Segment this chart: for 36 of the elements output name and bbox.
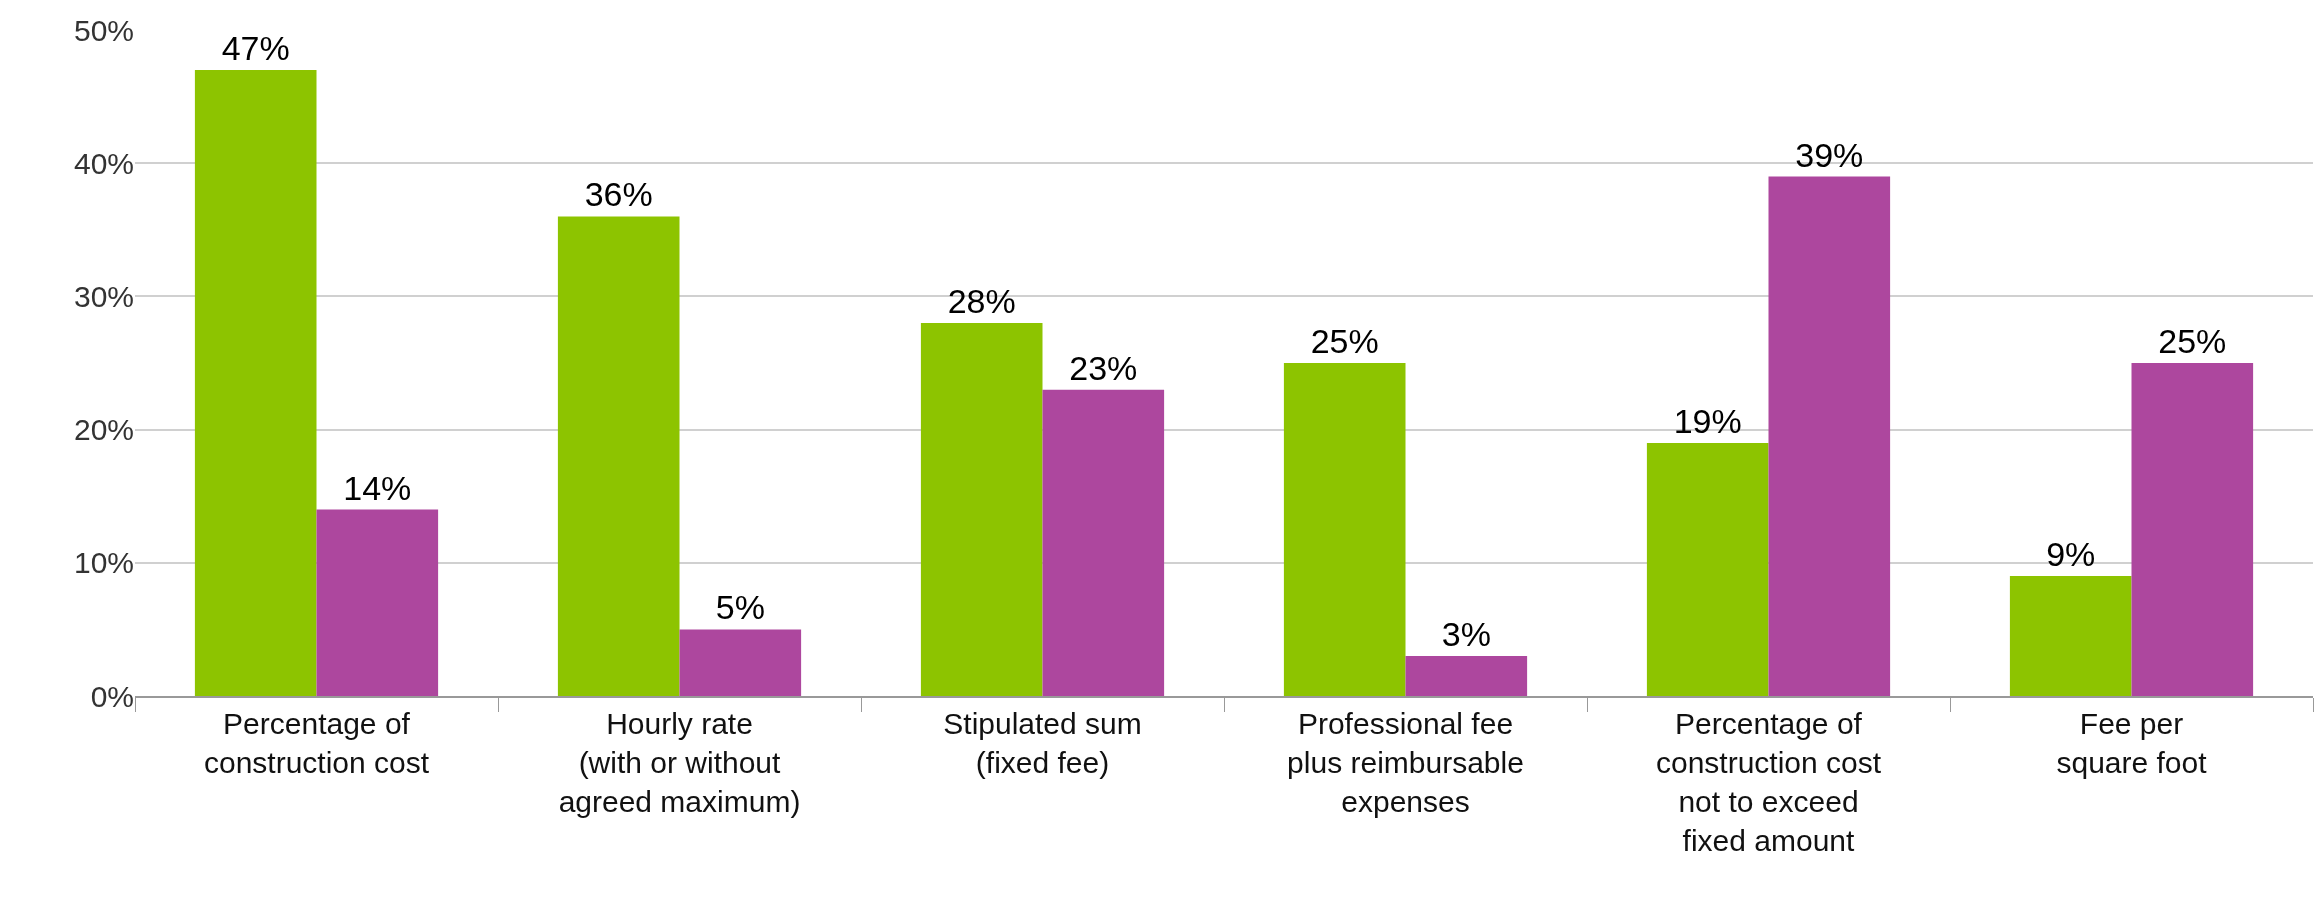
x-tick-label: Percentage of construction cost bbox=[203, 707, 430, 779]
bar bbox=[316, 509, 439, 696]
x-tick-label: Hourly rate (with or without agreed maximum) bbox=[558, 707, 801, 818]
y-tick-label: 0% bbox=[90, 679, 134, 713]
data-label: 28% bbox=[947, 282, 1016, 321]
x-tick-label: Stipulated sum (fixed fee) bbox=[943, 707, 1142, 779]
data-label: 23% bbox=[1069, 348, 1138, 387]
x-tick-label: Fee per square foot bbox=[2056, 707, 2208, 779]
bar bbox=[194, 69, 317, 696]
data-label: 3% bbox=[1441, 615, 1491, 654]
bar bbox=[1646, 442, 1769, 696]
y-tick-label: 40% bbox=[73, 146, 134, 180]
data-label: 39% bbox=[1795, 135, 1864, 174]
data-label: 19% bbox=[1673, 401, 1742, 440]
data-label: 25% bbox=[1310, 322, 1379, 360]
bar bbox=[2009, 576, 2132, 696]
x-tick-label: Percentage of construction cost not to exceed fixed amount bbox=[1655, 707, 1882, 857]
data-label: 36% bbox=[584, 175, 653, 214]
data-label: 25% bbox=[2158, 322, 2227, 360]
data-label: 9% bbox=[2046, 535, 2096, 574]
bar bbox=[679, 629, 802, 696]
bar bbox=[1405, 656, 1528, 696]
bar bbox=[1042, 389, 1165, 696]
bar bbox=[557, 216, 680, 696]
y-tick-label: 20% bbox=[73, 413, 134, 447]
x-tick-label: Professional fee plus reimbursable expenses bbox=[1287, 707, 1524, 818]
data-label: 47% bbox=[221, 28, 290, 67]
bar bbox=[2131, 363, 2254, 696]
bar bbox=[920, 323, 1043, 696]
y-tick-label: 10% bbox=[73, 546, 134, 580]
data-label: 14% bbox=[343, 468, 412, 507]
y-tick-label: 30% bbox=[73, 279, 134, 313]
bar bbox=[1283, 363, 1406, 696]
data-label: 5% bbox=[715, 588, 765, 627]
bar bbox=[1768, 176, 1891, 696]
y-tick-label: 50% bbox=[73, 13, 134, 47]
